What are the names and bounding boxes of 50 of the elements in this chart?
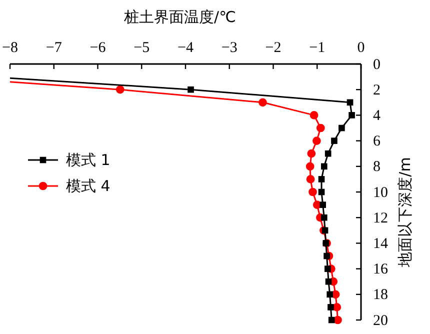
x-tick-label: −2 <box>265 40 282 56</box>
y-tick-label: 18 <box>373 287 388 304</box>
point <box>320 214 328 221</box>
point <box>328 304 334 310</box>
y-tick-label: 6 <box>373 134 381 150</box>
point <box>116 85 124 94</box>
y-tick-label: 20 <box>373 312 388 329</box>
point <box>310 111 318 120</box>
point <box>318 176 325 182</box>
point <box>188 86 194 93</box>
y-tick-label: 4 <box>373 108 381 124</box>
point <box>328 316 335 324</box>
point <box>338 124 345 132</box>
y-tick-label: 14 <box>373 236 388 252</box>
x-tick-label: −8 <box>2 40 18 56</box>
point <box>318 188 325 196</box>
point <box>326 291 334 298</box>
point <box>331 138 338 144</box>
y-tick-label: 0 <box>373 56 380 73</box>
point <box>324 150 332 157</box>
point <box>306 175 315 184</box>
y-tick-label: 16 <box>373 262 388 278</box>
y-axis-title: 地面以下深度/m <box>396 157 414 268</box>
point <box>320 202 326 208</box>
y-tick-label: 10 <box>373 184 388 201</box>
point <box>316 124 325 132</box>
x-tick-label: −3 <box>221 40 238 56</box>
y-tick-label: 2 <box>373 82 380 98</box>
point <box>312 136 321 145</box>
x-tick-label: −5 <box>134 40 150 56</box>
y-tick-label: 12 <box>373 210 388 226</box>
point <box>346 99 354 106</box>
point <box>325 278 332 285</box>
x-axis-title: 桩土界面温度/℃ <box>123 8 236 26</box>
point <box>308 188 317 196</box>
point <box>258 98 267 107</box>
x-tick-label: −6 <box>90 40 106 56</box>
x-tick-label: 0 <box>357 40 365 56</box>
point <box>307 149 316 158</box>
point <box>324 266 331 272</box>
x-tick-label: −7 <box>46 40 62 56</box>
legend-label: 模式 4 <box>66 177 110 195</box>
point <box>306 162 314 171</box>
x-tick-label: −4 <box>178 40 194 56</box>
point <box>324 252 330 260</box>
x-tick-label: −1 <box>309 40 326 56</box>
y-tick-label: 8 <box>373 159 380 176</box>
point <box>348 112 355 118</box>
legend-label: 模式 1 <box>66 151 110 169</box>
point <box>320 163 328 170</box>
